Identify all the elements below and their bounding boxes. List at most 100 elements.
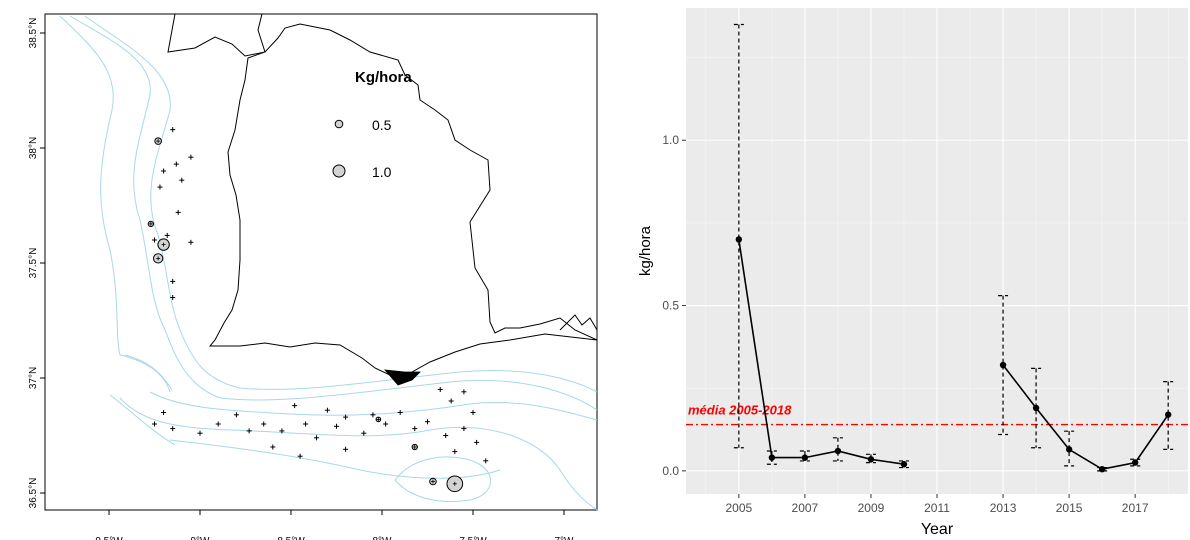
lat-tick-label: 38.5°N [28,18,39,49]
station-marker [164,232,170,238]
station-marker [170,295,176,300]
station-marker [161,168,167,174]
station-marker [474,439,480,445]
station-marker [361,430,367,436]
station-marker [343,414,349,420]
station-marker [483,458,489,464]
station-marker [161,410,167,415]
data-point [834,447,842,455]
y-axis: 0.0 0.5 1.0 [662,133,686,478]
error-bar [998,295,1009,436]
station-marker [197,430,203,436]
series-points [735,236,1172,473]
y-tick-label: 0.5 [662,299,679,313]
lat-tick-label: 37.5°N [28,248,39,279]
station-marker [313,435,319,441]
catch-bubble [446,475,464,493]
data-point [999,361,1007,369]
station-marker [233,412,239,418]
lon-tick-label: 8°W [373,536,393,540]
legend-bubble-large [332,164,346,178]
station-marker [215,421,221,427]
series-line-segment [738,239,905,465]
data-point [735,236,743,243]
data-point [1098,466,1106,473]
data-point [867,456,875,463]
station-marker [425,419,430,425]
coastline [167,13,598,386]
lon-tick-label: 7.5°W [459,536,487,540]
survey-map: 38.5°N 38°N 37.5°N 37°N 36.5°N 9.5°W 9°W 8.5°W… [28,13,598,540]
lat-tick-label: 36.5°N [28,478,39,509]
map-legend: Kg/hora 0.5 1.0 [332,69,412,180]
station-marker [297,453,303,459]
x-tick-label: 2013 [990,501,1017,515]
station-marker [175,209,181,215]
station-marker [173,161,179,167]
catch-bubble [152,253,164,264]
data-point [1032,404,1040,412]
time-series-chart: média 2005-2018 2005 2007 2009 2011 2013 2015… [637,8,1188,538]
station-marker [292,403,298,409]
x-tick-label: 2005 [725,501,752,515]
station-marker [397,410,403,415]
longitude-axis: 9.5°W 9°W 8.5°W 8°W 7.5°W 7°W [95,510,574,540]
station-marker [437,387,443,392]
data-point [1131,459,1139,466]
catch-bubble [375,416,382,423]
station-marker [261,421,267,427]
station-marker [179,177,185,183]
station-marker [188,154,194,160]
y-tick-label: 1.0 [662,133,679,147]
catch-bubble [154,137,162,145]
error-bar [832,437,843,462]
error-bar [1163,380,1174,450]
station-marker [470,410,476,415]
y-tick-label: 0.0 [662,464,679,478]
error-bar [1031,367,1042,449]
y-axis-title: kg/hora [637,225,654,276]
station-marker [152,237,157,243]
station-marker [343,446,349,452]
station-marker [324,407,330,413]
x-tick-label: 2007 [792,501,819,515]
data-point [801,454,809,461]
catch-bubbles [147,137,464,493]
station-marker [412,426,418,432]
lon-tick-label: 8.5°W [277,536,305,540]
legend-label-small: 0.5 [372,117,392,133]
series-line-segment [1002,364,1169,471]
station-marker [170,278,176,284]
legend-bubble-small [334,119,344,129]
station-marker [448,398,454,404]
catch-bubble [429,477,437,486]
legend-label-large: 1.0 [372,164,392,180]
station-marker [170,426,176,432]
error-bar [733,23,744,449]
lat-tick-label: 38°N [28,137,39,159]
station-marker [246,428,252,434]
catch-bubble [411,443,418,451]
data-point [1164,411,1172,418]
station-marker [279,428,285,434]
station-marker [157,184,163,190]
lat-tick-label: 37°N [28,367,39,389]
x-tick-label: 2017 [1122,501,1149,515]
lon-tick-label: 9.5°W [95,536,123,540]
station-marker [452,449,458,455]
station-marker [443,433,449,438]
catch-bubble [157,238,170,251]
error-bar [865,453,876,464]
station-marker [370,412,376,418]
lon-tick-label: 9°W [191,536,211,540]
station-marker [383,421,389,427]
data-point [900,461,908,468]
station-marker [461,389,467,395]
lon-tick-label: 7°W [555,536,575,540]
station-marker [188,239,194,245]
station-marker [303,421,309,427]
series-lines [738,239,1169,471]
x-axis: 2005 2007 2009 2011 2013 2015 2017 [725,494,1149,515]
isobath-lines [59,15,598,511]
x-tick-label: 2009 [858,501,885,515]
